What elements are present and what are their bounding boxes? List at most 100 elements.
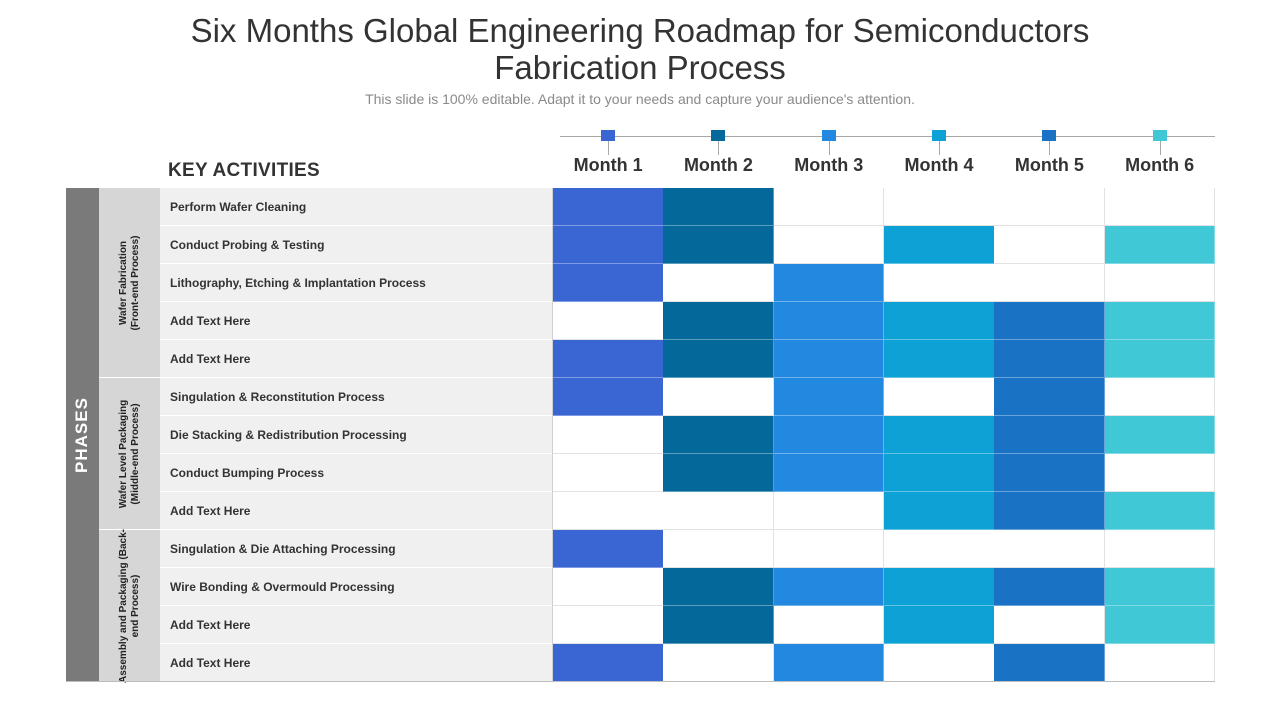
grid-cell-r8-m3: [773, 454, 885, 492]
grid-cell-r3-m3: [773, 264, 885, 302]
activity-row: Singulation & Reconstitution Process: [160, 378, 552, 416]
grid-cell-r2-m1: [553, 226, 664, 264]
grid-cell-r3-m2: [663, 264, 775, 302]
activity-row: Die Stacking & Redistribution Processing: [160, 416, 552, 454]
grid-cell-r10-m6: [1104, 530, 1216, 568]
grid-cell-r1-m3: [773, 188, 885, 226]
grid-cell-r1-m5: [994, 188, 1105, 226]
grid-cell-r3-m4: [883, 264, 995, 302]
grid-cell-r1-m4: [883, 188, 995, 226]
grid-cell-r7-m5: [994, 416, 1105, 454]
month-label-1: Month 1: [573, 155, 643, 175]
grid-cell-r7-m3: [773, 416, 885, 454]
month-marker-5: [1042, 130, 1057, 141]
grid-cell-r13-m1: [553, 644, 664, 682]
grid-cell-r13-m2: [663, 644, 775, 682]
grid-cell-r13-m3: [773, 644, 885, 682]
month-marker-6: [1152, 130, 1167, 141]
activity-row: Add Text Here: [160, 302, 552, 340]
month-marker-stem-5: [1049, 141, 1051, 155]
grid-cell-r4-m5: [994, 302, 1105, 340]
grid-cell-r9-m2: [663, 492, 775, 530]
grid-cell-r7-m4: [883, 416, 995, 454]
grid-cell-r9-m6: [1104, 492, 1216, 530]
month-marker-stem-1: [608, 141, 610, 155]
grid-cell-r12-m3: [773, 606, 885, 644]
grid-cell-r2-m6: [1104, 226, 1216, 264]
grid-cell-r8-m6: [1104, 454, 1216, 492]
month-marker-3: [821, 130, 836, 141]
grid-cell-r5-m6: [1104, 340, 1216, 378]
grid-cell-r6-m1: [553, 378, 664, 416]
grid-cell-r6-m3: [773, 378, 885, 416]
grid-cell-r5-m3: [773, 340, 885, 378]
month-marker-stem-3: [828, 141, 830, 155]
grid-cell-r13-m6: [1104, 644, 1216, 682]
phase-group-2: Wafer Level Packaging (Middle-end Process…: [99, 378, 160, 530]
title-line-1: Six Months Global Engineering Roadmap fo…: [190, 12, 1090, 49]
activity-row: Lithography, Etching & Implantation Proc…: [160, 264, 552, 302]
grid-cell-r12-m2: [663, 606, 775, 644]
timeline-line: [560, 136, 1215, 137]
grid-cell-r12-m4: [883, 606, 995, 644]
month-marker-stem-6: [1159, 141, 1161, 155]
grid-cell-r12-m1: [553, 606, 664, 644]
grid-cell-r7-m1: [553, 416, 664, 454]
month-label-4: Month 4: [904, 155, 974, 175]
grid-cell-r10-m3: [773, 530, 885, 568]
grid-cell-r5-m1: [553, 340, 664, 378]
grid-cell-r4-m4: [883, 302, 995, 340]
grid-cell-r5-m4: [883, 340, 995, 378]
grid-cell-r2-m4: [883, 226, 995, 264]
grid-cell-r4-m2: [663, 302, 775, 340]
grid-cell-r8-m2: [663, 454, 775, 492]
grid-cell-r11-m2: [663, 568, 775, 606]
phase-group-label: Wafer Level Packaging (Middle-end Process…: [117, 399, 141, 508]
month-marker-4: [932, 130, 947, 141]
month-marker-1: [601, 130, 616, 141]
grid-cell-r11-m4: [883, 568, 995, 606]
page-title: Six Months Global Engineering Roadmap fo…: [0, 12, 1280, 86]
grid-cell-r4-m3: [773, 302, 885, 340]
grid-cell-r3-m5: [994, 264, 1105, 302]
grid-cell-r4-m1: [553, 302, 664, 340]
grid-cell-r6-m2: [663, 378, 775, 416]
phase-group-label: Wafer Fabrication (Front-end Process): [117, 234, 141, 331]
grid-cell-r8-m5: [994, 454, 1105, 492]
grid-cell-r9-m1: [553, 492, 664, 530]
grid-cell-r11-m3: [773, 568, 885, 606]
grid-cell-r1-m1: [553, 188, 664, 226]
grid-cell-r8-m1: [553, 454, 664, 492]
grid-cell-r3-m6: [1104, 264, 1216, 302]
month-label-6: Month 6: [1125, 155, 1195, 175]
activity-row: Conduct Bumping Process: [160, 454, 552, 492]
grid-cell-r1-m2: [663, 188, 775, 226]
grid-cell-r10-m4: [883, 530, 995, 568]
grid-cell-r9-m4: [883, 492, 995, 530]
activity-row: Wire Bonding & Overmould Processing: [160, 568, 552, 606]
grid-cell-r13-m5: [994, 644, 1105, 682]
grid-cell-r7-m2: [663, 416, 775, 454]
activity-row: Add Text Here: [160, 340, 552, 378]
activity-row: Add Text Here: [160, 644, 552, 682]
grid-cell-r7-m6: [1104, 416, 1216, 454]
activity-row: Singulation & Die Attaching Processing: [160, 530, 552, 568]
grid-cell-r1-m6: [1104, 188, 1216, 226]
activity-row: Conduct Probing & Testing: [160, 226, 552, 264]
activity-row: Add Text Here: [160, 492, 552, 530]
grid-cell-r3-m1: [553, 264, 664, 302]
activity-row: Add Text Here: [160, 606, 552, 644]
month-label-5: Month 5: [1014, 155, 1084, 175]
phases-column: [66, 188, 99, 682]
grid-cell-r12-m5: [994, 606, 1105, 644]
table-bottom-line: [66, 681, 1215, 682]
grid-cell-r9-m5: [994, 492, 1105, 530]
phase-group-1: Wafer Fabrication (Front-end Process): [99, 188, 160, 378]
grid-cell-r2-m5: [994, 226, 1105, 264]
grid-divider: [552, 188, 553, 682]
activity-row: Perform Wafer Cleaning: [160, 188, 552, 226]
key-activities-header: KEY ACTIVITIES: [168, 160, 321, 181]
grid-cell-r5-m5: [994, 340, 1105, 378]
grid-cell-r8-m4: [883, 454, 995, 492]
grid-cell-r12-m6: [1104, 606, 1216, 644]
